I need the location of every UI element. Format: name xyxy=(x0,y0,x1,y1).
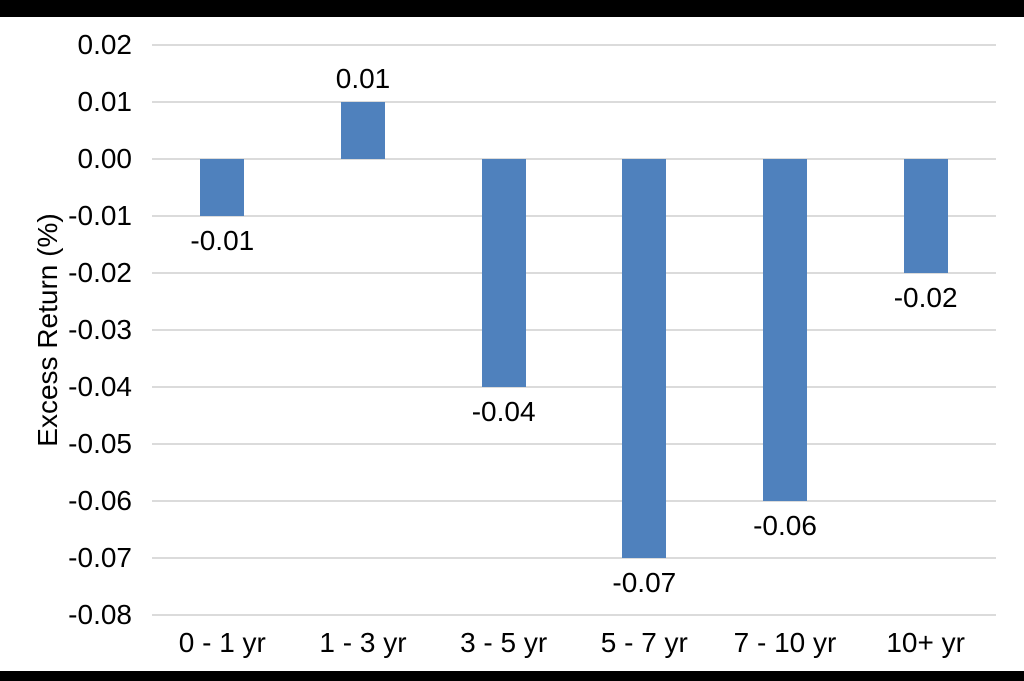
y-tick-label: 0.01 xyxy=(77,86,133,117)
gridline xyxy=(152,329,996,331)
x-category-label: 5 - 7 yr xyxy=(600,627,688,658)
gridline xyxy=(152,500,996,502)
y-tick-label: -0.03 xyxy=(68,314,132,345)
y-tick-label: -0.06 xyxy=(68,485,132,516)
bottom-border xyxy=(0,671,1024,681)
bar-value-label: -0.01 xyxy=(190,225,255,256)
gridline xyxy=(152,386,996,388)
x-category-label: 10+ yr xyxy=(886,627,965,658)
bar-value-label: -0.02 xyxy=(893,282,958,313)
y-tick-label: -0.05 xyxy=(68,428,132,459)
y-tick-label: -0.02 xyxy=(68,257,132,288)
gridline xyxy=(152,272,996,274)
y-tick-label: -0.08 xyxy=(68,599,132,630)
y-tick-label: -0.01 xyxy=(68,200,132,231)
top-border xyxy=(0,0,1024,17)
y-tick-label: 0.00 xyxy=(77,143,133,174)
bar-7-10yr xyxy=(763,159,807,501)
gridline xyxy=(152,158,996,160)
gridline xyxy=(152,215,996,217)
bar-1-3yr xyxy=(341,102,385,159)
gridline xyxy=(152,443,996,445)
gridline xyxy=(152,101,996,103)
bar-value-label: -0.07 xyxy=(612,567,677,598)
gridline xyxy=(152,614,996,616)
x-category-label: 0 - 1 yr xyxy=(178,627,266,658)
x-category-label: 3 - 5 yr xyxy=(460,627,548,658)
y-tick-label: 0.02 xyxy=(77,29,133,60)
bar-0-1yr xyxy=(200,159,245,216)
bar-value-label: -0.04 xyxy=(471,396,536,427)
y-tick-label: -0.07 xyxy=(68,542,132,573)
bar-3-5yr xyxy=(481,159,526,387)
bar-value-label: 0.01 xyxy=(335,63,391,94)
bar-5-7yr xyxy=(622,159,667,558)
x-category-label: 7 - 10 yr xyxy=(733,627,837,658)
gridline xyxy=(152,557,996,559)
bar-value-label: -0.06 xyxy=(753,510,817,541)
x-category-label: 1 - 3 yr xyxy=(319,627,407,658)
y-tick-label: -0.04 xyxy=(68,371,132,402)
gridline xyxy=(152,44,996,46)
bar-10+yr xyxy=(903,159,948,273)
